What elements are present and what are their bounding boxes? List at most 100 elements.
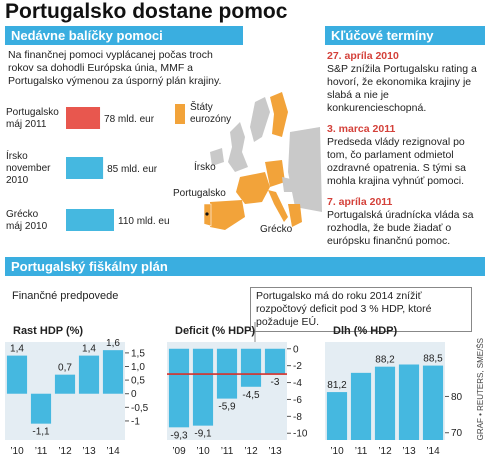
category-label: Grécko máj 2010 xyxy=(6,209,48,232)
x-tick-label: ’12 xyxy=(378,446,392,457)
date-text: S&P znížila Portugalsku rating a hovorí,… xyxy=(327,63,477,114)
note: Portugalsko má do roku 2014 znížiť rozpo… xyxy=(250,287,472,332)
bar xyxy=(54,374,76,394)
eurozone xyxy=(270,92,288,137)
bar xyxy=(66,209,114,231)
x-tick-label: ’12 xyxy=(58,446,72,457)
key-date: 27. apríla 2010 S&P znížila Portugalsku … xyxy=(327,50,485,115)
key-dates: 27. apríla 2010 S&P znížila Portugalsku … xyxy=(327,50,485,248)
land xyxy=(250,97,270,142)
x-tick-label: ’14 xyxy=(426,446,440,457)
x-tick-label: ’13 xyxy=(402,446,416,457)
bar xyxy=(66,107,101,129)
land xyxy=(228,122,248,172)
chart-title: Rast HDP (%) xyxy=(13,325,83,337)
bar xyxy=(78,355,100,394)
value-label: -4,5 xyxy=(242,390,260,401)
value-label: -9,1 xyxy=(194,429,212,440)
subheading: Finančné predpovede xyxy=(12,290,119,302)
category-label: Írsko november 2010 xyxy=(6,149,51,186)
chart-title: Deficit (% HDP) xyxy=(175,325,255,337)
value-label: 88,5 xyxy=(423,354,443,365)
value-label: 110 mld. eur xyxy=(118,216,170,227)
fiscal-charts: Rast HDP (%) 1,5 1,0 0,5 0 -0,5 -1 ’10 1,4 ’11 -1,… xyxy=(5,322,463,457)
bar xyxy=(66,157,104,179)
y-tick-label: -1 xyxy=(131,416,140,427)
bar xyxy=(326,392,348,440)
value-label: 1,4 xyxy=(82,344,96,355)
y-tick-label: 1,0 xyxy=(131,362,145,373)
date-text: Portugalská úradnícka vláda sa rozhodla,… xyxy=(327,209,474,247)
x-tick-label: ’12 xyxy=(244,446,258,457)
chart-title: Dlh (% HDP) xyxy=(333,325,398,337)
y-tick-label: -0,5 xyxy=(131,403,149,414)
key-date: 3. marca 2011 Predseda vlády rezignoval … xyxy=(327,123,485,188)
bar xyxy=(192,348,214,426)
value-label: -5,9 xyxy=(218,402,236,413)
packages-chart: Portugalsko máj 2011 78 mld. eur Írsko novem… xyxy=(6,107,170,232)
bar xyxy=(6,355,28,394)
y-tick-label: 70 xyxy=(451,428,463,439)
intro-text: Na finančnej pomoci vyplácanej počas tro… xyxy=(8,49,222,87)
y-tick-label: 0 xyxy=(131,389,137,400)
value-label: -9,3 xyxy=(170,430,188,441)
x-tick-label: ’14 xyxy=(106,446,120,457)
x-tick-label: ’11 xyxy=(221,446,234,457)
y-tick-label: 0 xyxy=(293,344,299,355)
x-tick-label: ’09 xyxy=(172,446,186,457)
bar xyxy=(422,365,444,440)
y-tick-label: -2 xyxy=(293,361,302,372)
bar xyxy=(102,350,124,394)
eurozone xyxy=(210,200,245,230)
y-tick-label: -8 xyxy=(293,412,302,423)
x-tick-label: ’11 xyxy=(35,446,48,457)
bar xyxy=(168,348,190,428)
map: Štáty eurozóny Írsko Portugalsko Grécko xyxy=(170,92,322,254)
eurozone xyxy=(265,160,285,187)
eurozone xyxy=(236,172,270,204)
map-label: Írsko xyxy=(194,160,216,173)
eurozone xyxy=(268,190,288,222)
section-heading: Nedávne balíčky pomoci xyxy=(5,26,243,45)
marker xyxy=(205,212,209,216)
bar xyxy=(264,348,286,375)
y-tick-label: -10 xyxy=(293,429,308,440)
y-tick-label: -4 xyxy=(293,378,302,389)
map-label: Portugalsko xyxy=(173,188,226,199)
bar xyxy=(374,366,396,440)
x-tick-label: ’13 xyxy=(268,446,282,457)
value-label: 81,2 xyxy=(327,380,347,391)
bar xyxy=(30,393,52,424)
x-tick-label: ’10 xyxy=(10,446,24,457)
value-label: -3 xyxy=(271,377,280,388)
value-label: -1,1 xyxy=(32,427,50,438)
legend-label: Štáty eurozóny xyxy=(190,100,231,125)
y-tick-label: -6 xyxy=(293,395,302,406)
bar xyxy=(398,364,420,440)
eurozone xyxy=(288,204,302,227)
value-label: 1,6 xyxy=(106,338,120,349)
y-tick-label: 80 xyxy=(451,392,463,403)
date: 3. marca 2011 xyxy=(327,123,396,135)
x-tick-label: ’13 xyxy=(82,446,96,457)
land xyxy=(210,148,224,166)
key-date: 7. apríla 2011 Portugalská úradnícka vlá… xyxy=(327,196,485,248)
credit: GRAF • REUTERS, SME/ŠS xyxy=(476,338,485,441)
y-tick-label: 1,5 xyxy=(131,348,145,359)
x-tick-label: ’10 xyxy=(196,446,210,457)
legend-swatch xyxy=(175,104,185,124)
bar xyxy=(240,348,262,387)
map-label: Grécko xyxy=(260,224,293,235)
section-heading: Portugalský fiškálny plán xyxy=(5,257,485,276)
value-label: 88,2 xyxy=(375,355,395,366)
value-label: 85 mld. eur xyxy=(107,164,158,175)
value-label: 1,4 xyxy=(10,344,24,355)
bar xyxy=(350,372,372,440)
section-heading: Kľúčové termíny xyxy=(325,26,485,45)
date-text: Predseda vlády rezignoval po tom, čo par… xyxy=(327,136,466,187)
value-label: 0,7 xyxy=(58,363,72,374)
date: 27. apríla 2010 xyxy=(327,50,399,62)
land xyxy=(282,177,298,192)
x-tick-label: ’10 xyxy=(330,446,344,457)
